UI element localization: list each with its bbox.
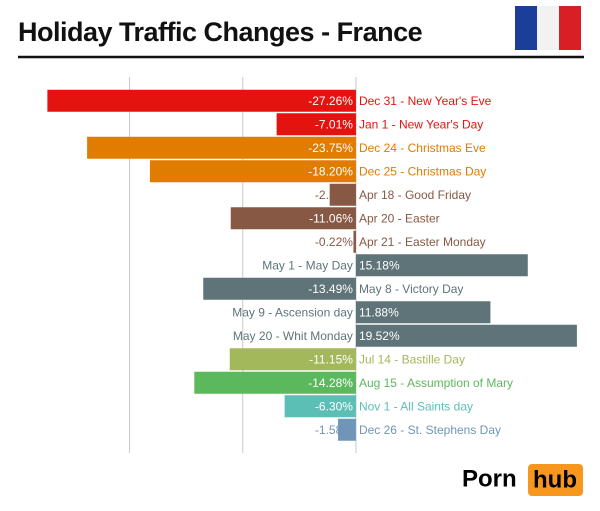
bar xyxy=(203,277,356,300)
bar xyxy=(194,371,356,394)
category-label: May 9 - Ascension day xyxy=(232,305,353,319)
bar xyxy=(355,301,491,324)
value-label: -1.58% xyxy=(315,423,353,437)
bar xyxy=(355,254,528,277)
category-label: Dec 26 - St. Stephens Day xyxy=(359,423,501,437)
value-label: -11.15% xyxy=(309,352,353,366)
logo-text: Porn xyxy=(462,465,517,492)
bar xyxy=(230,207,356,230)
logo-text: hub xyxy=(533,466,577,493)
category-label: Dec 31 - New Year's Eve xyxy=(359,94,492,108)
bar xyxy=(355,324,577,347)
value-label: -11.06% xyxy=(309,211,353,225)
category-label: Apr 18 - Good Friday xyxy=(359,188,471,202)
category-label: May 1 - May Day xyxy=(262,258,353,272)
category-label: Nov 1 - All Saints day xyxy=(359,399,473,413)
category-label: Jul 14 - Bastille Day xyxy=(359,352,465,366)
value-label: -0.22% xyxy=(315,235,353,249)
category-label: Dec 24 - Christmas Eve xyxy=(359,141,486,155)
flag xyxy=(515,6,581,50)
bar xyxy=(149,160,356,183)
bar xyxy=(353,230,356,253)
value-label: -14.28% xyxy=(308,376,353,390)
bar xyxy=(329,183,356,206)
bar xyxy=(87,136,356,159)
value-label: -2.32% xyxy=(315,188,353,202)
value-label: -27.26% xyxy=(308,94,353,108)
bar xyxy=(338,418,356,441)
category-label: Apr 21 - Easter Monday xyxy=(359,235,486,249)
bar xyxy=(47,89,356,112)
category-label: Aug 15 - Assumption of Mary xyxy=(359,376,513,390)
bar xyxy=(229,348,356,371)
value-label: -7.01% xyxy=(315,117,353,131)
value-label: 19.52% xyxy=(359,329,400,343)
value-label: -18.20% xyxy=(308,164,353,178)
value-label: 11.88% xyxy=(359,305,399,319)
logo-box xyxy=(528,464,583,496)
value-label: -23.75% xyxy=(308,141,353,155)
category-label: Jan 1 - New Year's Day xyxy=(359,117,483,131)
category-label: May 20 - Whit Monday xyxy=(233,329,353,343)
value-label: -13.49% xyxy=(308,282,353,296)
category-label: Apr 20 - Easter xyxy=(359,211,440,225)
chart-title: Holiday Traffic Changes - France xyxy=(18,17,423,47)
category-label: May 8 - Victory Day xyxy=(359,282,463,296)
bar xyxy=(276,113,356,136)
category-label: Dec 25 - Christmas Day xyxy=(359,164,486,178)
value-label: 15.18% xyxy=(359,258,400,272)
value-label: -6.30% xyxy=(315,399,353,413)
bar xyxy=(284,395,356,418)
